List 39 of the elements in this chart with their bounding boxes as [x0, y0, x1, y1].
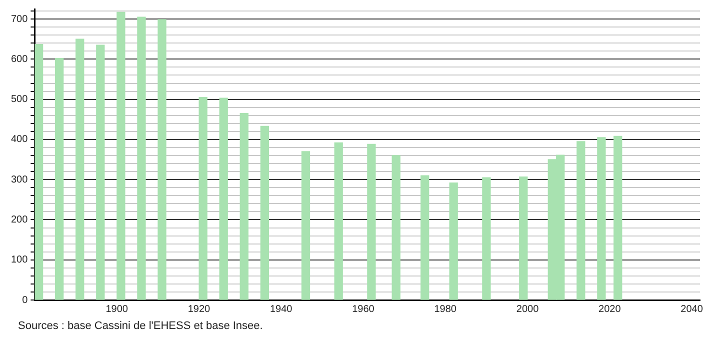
y-tick-label: 200	[10, 214, 28, 226]
x-tick-label: 1960	[352, 304, 375, 315]
bar	[576, 141, 586, 300]
bar	[34, 44, 44, 300]
bar	[137, 16, 146, 300]
bar	[54, 58, 64, 300]
x-tick-label: 1940	[270, 304, 293, 315]
x-tick-label: 2000	[516, 304, 540, 315]
bar	[392, 155, 400, 300]
y-tick-label: 700	[10, 14, 28, 25]
bar	[158, 19, 166, 300]
x-tick-label: 2020	[598, 304, 622, 315]
bar	[597, 137, 606, 300]
bar	[367, 144, 376, 300]
y-tick-label: 100	[10, 254, 28, 266]
bar	[116, 12, 126, 300]
bar	[260, 126, 269, 300]
y-tick-label: 600	[10, 54, 28, 65]
x-tick-label: 2040	[680, 304, 704, 315]
bar	[76, 38, 84, 300]
y-tick-label: 0	[22, 294, 28, 306]
bar	[482, 177, 491, 300]
bar	[449, 182, 458, 300]
bar	[240, 113, 248, 300]
x-tick-label: 1900	[106, 304, 128, 315]
y-tick-label: 400	[10, 134, 28, 146]
bar	[301, 151, 310, 300]
bar	[519, 176, 528, 300]
source-note: Sources : base Cassini de l'EHESS et base Insee.	[18, 320, 263, 332]
x-tick-label: 1920	[188, 304, 211, 315]
bar	[219, 98, 228, 300]
y-tick-label: 300	[10, 174, 28, 186]
bar	[96, 44, 105, 300]
bar	[198, 96, 208, 300]
bar	[334, 142, 343, 300]
x-tick-label: 1980	[434, 304, 457, 315]
bar	[614, 136, 622, 300]
bar	[420, 175, 430, 300]
y-tick-label: 500	[10, 94, 28, 106]
